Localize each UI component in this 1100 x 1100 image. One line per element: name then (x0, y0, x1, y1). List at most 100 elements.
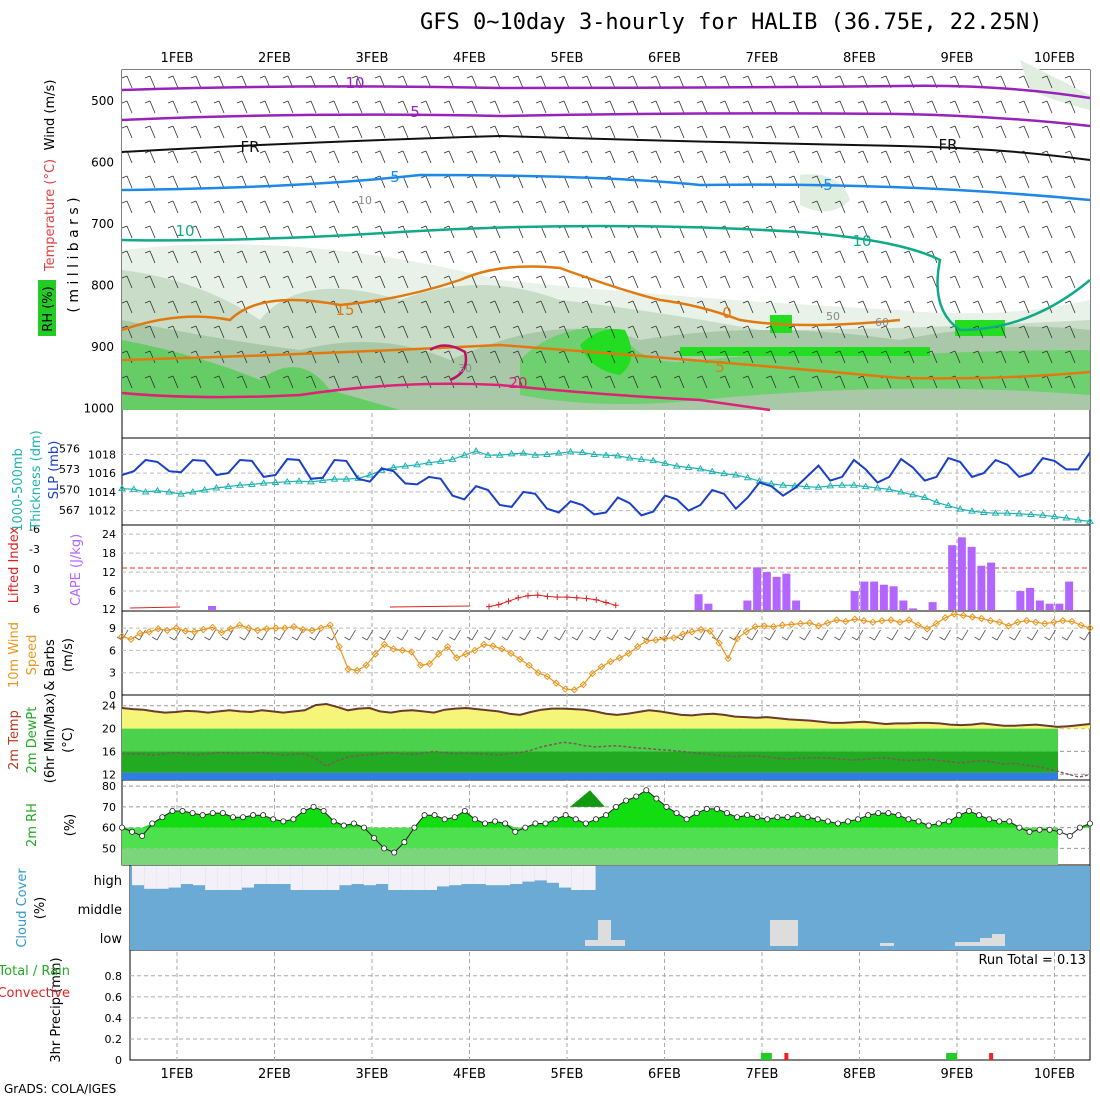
wind-speed-line-point (1022, 617, 1031, 625)
wind-barb (857, 150, 869, 164)
isotherm-label: 10 (345, 74, 364, 92)
wind-barb (926, 175, 938, 189)
rh-line-point (915, 818, 922, 825)
wind-barb (443, 250, 455, 264)
precip-tick: 0.4 (105, 1012, 123, 1025)
thickness-line-point (342, 475, 351, 482)
rh-line-point (451, 814, 458, 821)
wind-speed-line-point (462, 650, 470, 658)
wind-speed-line-point (1059, 617, 1067, 625)
wind-speed-line-point (480, 640, 488, 649)
wind-barb (420, 175, 432, 189)
wind-speed-line-point (172, 624, 180, 632)
wind-barb (190, 175, 202, 189)
wind-barb (604, 100, 616, 114)
wind-barb (351, 325, 363, 339)
cloud-high-bar (193, 866, 206, 886)
thickness-line-point (1074, 516, 1083, 523)
wind-barb (328, 325, 340, 339)
wind-speed-line-point (407, 648, 416, 656)
thickness-line-point (519, 449, 528, 456)
precip-conv-bar (989, 1053, 994, 1060)
thickness-tick: 573 (59, 463, 80, 476)
wind-barb (305, 275, 317, 289)
cloud-low-bar (585, 940, 625, 946)
wind-barb (213, 175, 225, 189)
wind-barb (880, 275, 892, 289)
wind-barb (673, 250, 685, 264)
cloud-high-bar (522, 866, 535, 882)
wind-speed-line-point (878, 617, 886, 625)
pressure-tick: 600 (91, 156, 114, 170)
thickness-line-point (956, 505, 965, 512)
thickness-line-point (188, 488, 197, 495)
cloud-high-bar (302, 866, 315, 890)
wind-barb (489, 100, 501, 114)
wind-barb (328, 200, 340, 214)
rh-contour-label: 10 (358, 194, 372, 207)
temp-tick: 12 (102, 768, 116, 781)
wind-speed-line-point (453, 654, 461, 662)
wind-speed-line-point (353, 666, 361, 675)
label-cloud-cover: Cloud Cover (15, 868, 30, 948)
wind-barb (213, 275, 225, 289)
rh-line-point (129, 828, 136, 835)
wind-barb (650, 200, 662, 214)
wind-speed-line-point (914, 621, 922, 629)
wind-barb (650, 375, 662, 389)
wind-barb (834, 150, 846, 164)
wind-barb (558, 250, 570, 264)
wind-barb (781, 629, 794, 641)
wind-barb (151, 629, 164, 641)
wind-barb (1041, 150, 1053, 164)
wind-barb (167, 125, 179, 139)
rh-line-point (159, 814, 166, 821)
wind-barb (1041, 325, 1053, 339)
wind-barb (144, 75, 156, 89)
wind-barb (420, 275, 432, 289)
wind-barb (121, 275, 133, 289)
wind-barb (282, 325, 294, 339)
wind-speed-line-point (344, 665, 352, 673)
cape-bar (762, 572, 771, 610)
wind-barb (1041, 75, 1053, 89)
wind-barb (259, 350, 271, 364)
wind-speed-line-point (443, 643, 452, 651)
wind-barb (144, 225, 156, 239)
wind-barb (305, 200, 317, 214)
wind-barb (489, 200, 501, 214)
wind-barb (535, 325, 547, 339)
rh-line-point (512, 828, 519, 835)
wind-speed-line-point (389, 645, 398, 653)
wind-barb (1064, 300, 1076, 314)
thickness-line-point (472, 447, 481, 454)
cloud-low-bar (598, 920, 611, 946)
wind-barb (1064, 125, 1076, 139)
wind-barb (259, 250, 271, 264)
wind-barb (144, 350, 156, 364)
label-6hr: (6hr Min/Max) (43, 693, 58, 783)
rh-line-point (179, 808, 186, 815)
rh-line-point (643, 787, 650, 794)
isotherm-minus10 (121, 84, 1091, 100)
thickness-line-point (425, 458, 433, 466)
wind-barb (259, 150, 271, 164)
wind-barb (379, 629, 391, 641)
wind-barb (1018, 325, 1030, 339)
wind-barb (213, 300, 225, 314)
isotherm-warm (121, 343, 1091, 380)
cloud-high-bar (485, 866, 498, 886)
wind-speed-line-point (552, 679, 560, 687)
wind-barb (880, 200, 892, 214)
isotherm-label: 15 (335, 301, 354, 319)
wind-barb (742, 125, 754, 139)
thickness-line-point (1015, 509, 1024, 517)
wind-barb (1041, 350, 1053, 364)
cape-tick: 24 (102, 528, 116, 541)
wind-barb (167, 325, 179, 339)
wind-barb (351, 200, 363, 214)
wind-barb (939, 629, 951, 641)
date-label-bottom: 8FEB (843, 1067, 876, 1082)
wind-barb (788, 150, 800, 164)
cape-bar (879, 584, 888, 610)
